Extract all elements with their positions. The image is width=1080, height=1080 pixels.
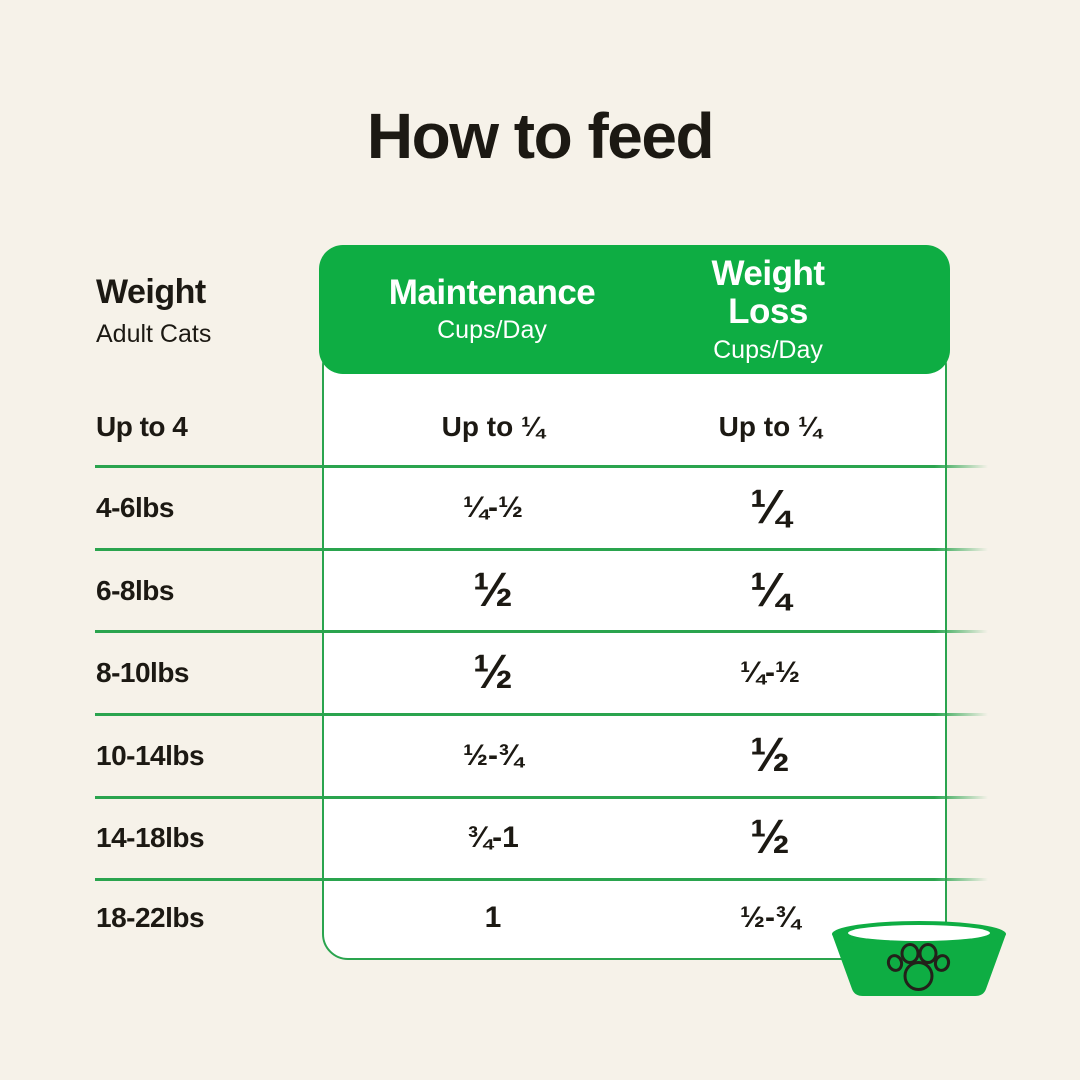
row-divider [95,878,988,881]
weight-loss-cell: ¼ [749,564,791,617]
weight-column-header: Weight Adult Cats [96,273,211,349]
row-divider [95,796,988,799]
weight-loss-cell: ½ [749,729,791,782]
page-title: How to feed [366,100,715,172]
weight-cell: 8-10lbs [96,657,190,688]
table-body-panel [322,340,947,960]
maintenance-cell: Up to ¼ [441,411,545,442]
weight-loss-cell: ½-¾ [739,901,801,934]
weight-loss-cell: Up to ¼ [718,411,822,442]
maintenance-column-label: Maintenance [388,272,596,312]
maintenance-cell: ¾-1 [467,821,519,854]
weight-cell: 10-14lbs [96,740,205,771]
table-header-band: Maintenance Cups/Day Weight Loss Cups/Da… [319,245,950,374]
weight-cell: 18-22lbs [96,902,205,933]
weight-loss-cell: ¼-½ [739,656,801,689]
maintenance-cell: ½ [472,564,514,617]
weight-loss-column-header: Weight Loss Cups/Day [677,245,859,374]
weight-column-title: Weight [96,273,206,311]
row-divider [95,465,988,468]
weight-cell: 14-18lbs [96,822,205,853]
weight-cell: 4-6lbs [96,492,174,523]
maintenance-cell: ½ [472,646,514,699]
maintenance-cell: ¼-½ [462,491,524,524]
maintenance-column-header: Maintenance Cups/Day [389,245,596,374]
weight-cell: 6-8lbs [96,575,174,606]
maintenance-column-units: Cups/Day [437,316,547,345]
pet-bowl-icon [832,921,1006,996]
maintenance-cell: 1 [484,901,502,934]
paw-print-icon [886,943,951,991]
weight-loss-cell: ½ [749,811,791,864]
row-divider [95,713,988,716]
weight-loss-column-label: Weight Loss [711,253,825,331]
weight-loss-cell: ¼ [749,481,791,534]
row-divider [95,548,988,551]
maintenance-cell: ½-¾ [462,739,524,772]
weight-column-subtitle: Adult Cats [96,320,212,348]
row-divider [95,630,988,633]
weight-loss-column-units: Cups/Day [713,335,823,364]
weight-cell: Up to 4 [96,411,188,442]
